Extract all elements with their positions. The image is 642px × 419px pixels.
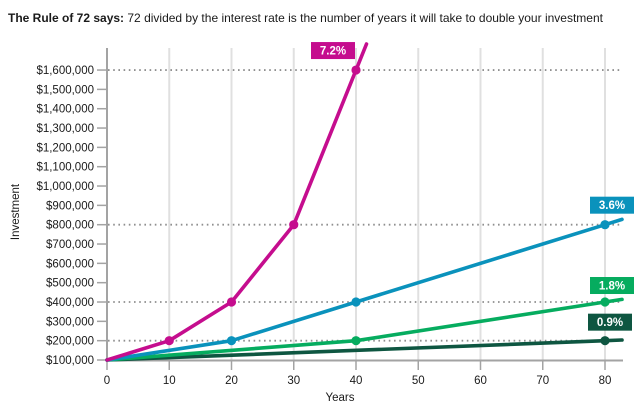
x-tick-label: 30 (287, 375, 300, 387)
series-label-box-0.9% (588, 313, 632, 331)
series-label-box-3.6% (590, 196, 634, 214)
series-marker-0.9% (600, 336, 610, 346)
y-tick-label: $900,000 (46, 200, 94, 212)
y-tick-label: $1,300,000 (36, 123, 94, 135)
series-line-7.2% (105, 42, 369, 362)
y-tick-label: $100,000 (46, 355, 94, 367)
series-marker-3.6% (600, 220, 610, 230)
series-label-box-1.8% (590, 277, 634, 295)
y-tick-label: $200,000 (46, 336, 94, 348)
y-axis-title: Investment (10, 183, 22, 240)
series-marker-3.6% (351, 297, 361, 307)
y-tick-label: $1,600,000 (36, 65, 94, 77)
chart-title: The Rule of 72 says: 72 divided by the i… (8, 11, 603, 25)
x-tick-label: 10 (163, 375, 176, 387)
x-tick-label: 40 (350, 375, 363, 387)
series-marker-1.8% (351, 336, 361, 346)
x-tick-label: 60 (474, 375, 487, 387)
series-line-0.9% (105, 338, 624, 362)
series-marker-1.8% (600, 297, 610, 307)
series-line-1.8% (105, 297, 624, 362)
y-tick-label: $1,500,000 (36, 84, 94, 96)
series-label-box-7.2% (311, 42, 355, 60)
y-tick-label: $400,000 (46, 297, 94, 309)
x-tick-label: 0 (104, 375, 110, 387)
series-label-7.2%: 7.2% (320, 46, 346, 58)
series-marker-7.2% (289, 220, 299, 230)
chart-title-bold: The Rule of 72 says: (8, 11, 125, 25)
series-marker-7.2% (226, 297, 237, 307)
chart-title-rest: 72 divided by the interest rate is the n… (124, 11, 603, 25)
y-tick-label: $500,000 (46, 278, 94, 290)
x-tick-label: 80 (599, 375, 612, 387)
y-tick-label: $700,000 (46, 239, 94, 251)
y-tick-label: $1,000,000 (36, 181, 94, 193)
series-marker-7.2% (164, 336, 174, 346)
y-tick-label: $800,000 (46, 220, 94, 232)
series-label-0.9%: 0.9% (597, 317, 623, 329)
y-tick-label: $1,400,000 (36, 104, 94, 116)
x-tick-label: 20 (225, 375, 238, 387)
x-tick-label: 70 (536, 375, 549, 387)
series-label-3.6%: 3.6% (599, 200, 625, 212)
y-tick-label: $1,200,000 (36, 142, 94, 154)
series-marker-3.6% (226, 336, 237, 346)
series-label-1.8%: 1.8% (599, 281, 625, 293)
x-axis-title: Years (326, 392, 355, 404)
series-marker-7.2% (351, 65, 361, 75)
x-tick-label: 50 (412, 375, 425, 387)
y-tick-label: $600,000 (46, 258, 94, 270)
y-tick-label: $300,000 (46, 316, 94, 328)
y-tick-label: $1,100,000 (36, 162, 94, 174)
